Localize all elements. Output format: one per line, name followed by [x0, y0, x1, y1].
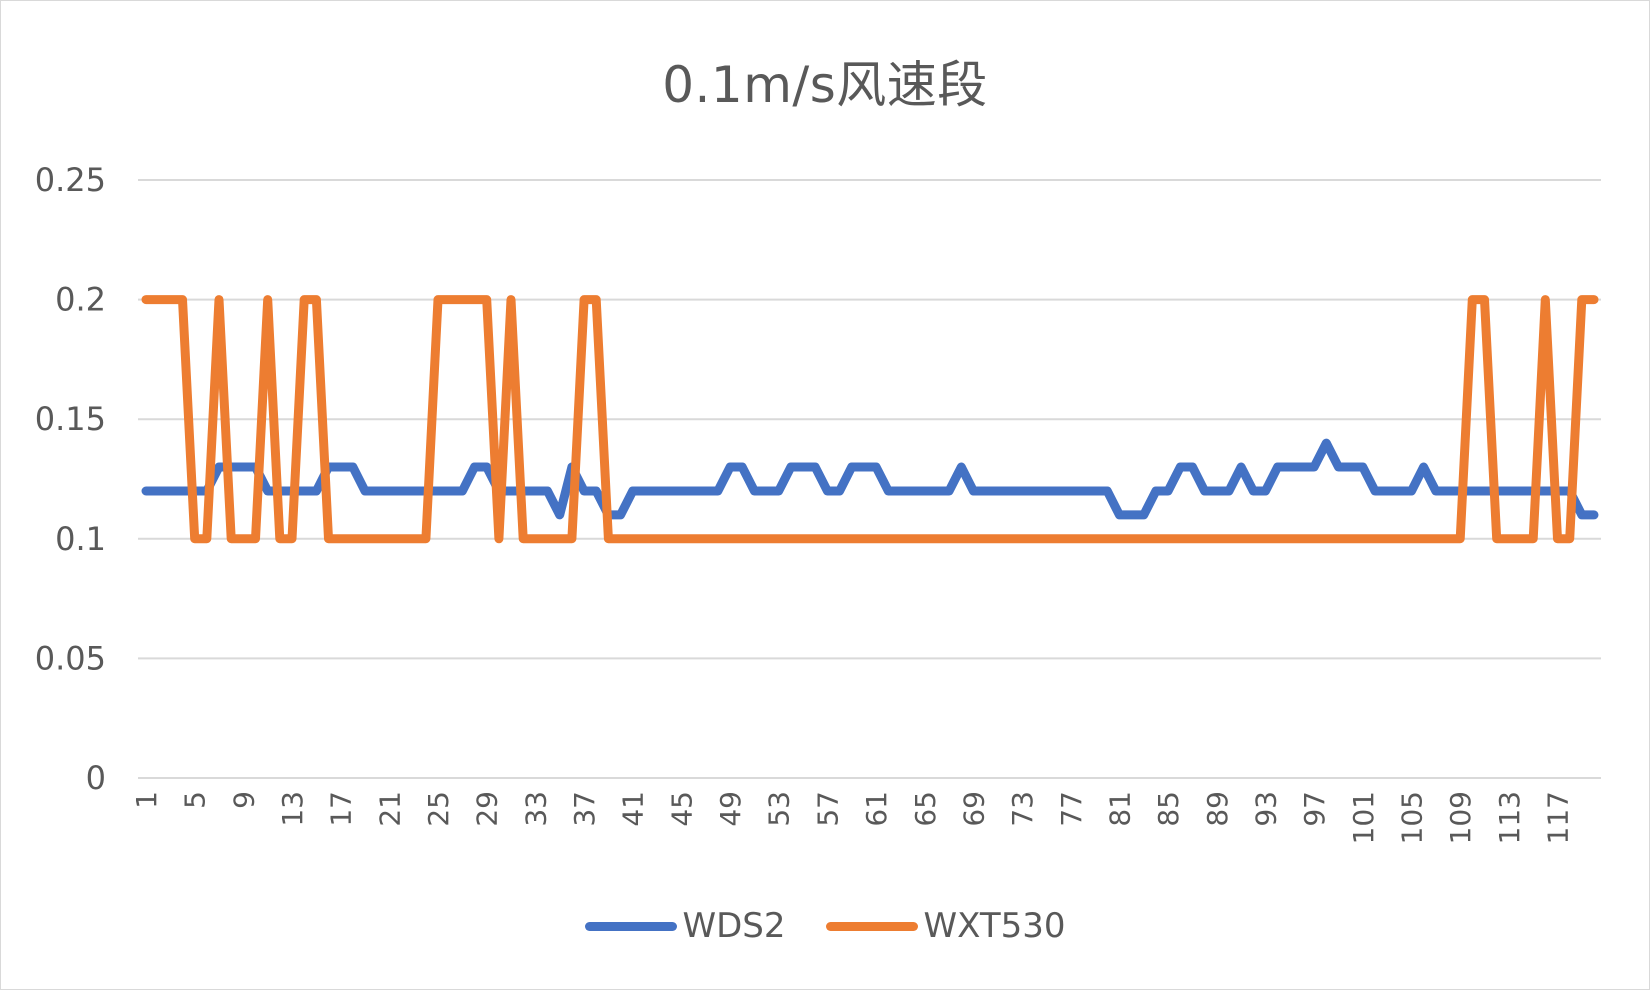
x-tick-label: 9	[227, 791, 260, 809]
x-tick-label: 93	[1249, 791, 1282, 827]
x-tick-label: 77	[1055, 791, 1088, 827]
x-tick-label: 65	[909, 791, 942, 827]
x-tick-label: 53	[763, 791, 796, 827]
x-tick-label: 69	[957, 791, 990, 827]
y-tick-label: 0.05	[35, 639, 106, 677]
x-tick-label: 105	[1395, 791, 1428, 844]
x-tick-label: 29	[471, 791, 504, 827]
y-tick-label: 0.25	[35, 161, 106, 199]
y-tick-label: 0.1	[55, 520, 106, 558]
x-tick-label: 113	[1493, 791, 1526, 844]
x-tick-label: 45	[665, 791, 698, 827]
x-tick-label: 61	[860, 791, 893, 827]
legend-swatch-wds2	[584, 921, 677, 931]
x-tick-label: 81	[1103, 791, 1136, 827]
legend-label-wds2: WDS2	[682, 906, 786, 946]
legend-item-wxt530: WXT530	[825, 906, 1066, 946]
x-tick-label: 97	[1298, 791, 1331, 827]
legend-swatch-wxt530	[825, 921, 918, 931]
x-tick-label: 109	[1444, 791, 1477, 844]
x-tick-label: 57	[811, 791, 844, 827]
y-tick-label: 0	[86, 759, 106, 797]
x-tick-label: 21	[373, 791, 406, 827]
x-tick-label: 1	[130, 791, 163, 809]
x-tick-label: 25	[422, 791, 455, 827]
y-tick-label: 0.2	[55, 281, 106, 319]
x-tick-label: 49	[714, 791, 747, 827]
series-line-wxt530	[141, 295, 1599, 544]
plot-area: 0 0.05 0.1 0.15 0.2 0.25 1 5 9 13 17 21 25 29 33 37 41 45…	[35, 161, 1601, 844]
x-tick-label: 117	[1541, 791, 1574, 844]
x-tick-label: 85	[1152, 791, 1185, 827]
x-tick-label: 41	[617, 791, 650, 827]
x-tick-label: 13	[276, 791, 309, 827]
legend: WDS2 WXT530	[1, 906, 1649, 946]
chart-title: 0.1m/s风速段	[662, 56, 988, 114]
x-tick-label: 17	[325, 791, 358, 827]
series-line-wds2	[141, 438, 1599, 520]
x-tick-label: 37	[568, 791, 601, 827]
x-tick-label: 5	[179, 791, 212, 809]
x-tick-label: 33	[519, 791, 552, 827]
legend-item-wds2: WDS2	[584, 906, 786, 946]
x-tick-label: 89	[1201, 791, 1234, 827]
y-tick-label: 0.15	[35, 400, 106, 438]
x-tick-label: 73	[1006, 791, 1039, 827]
x-tick-label: 101	[1347, 791, 1380, 844]
legend-label-wxt530: WXT530	[923, 906, 1066, 946]
